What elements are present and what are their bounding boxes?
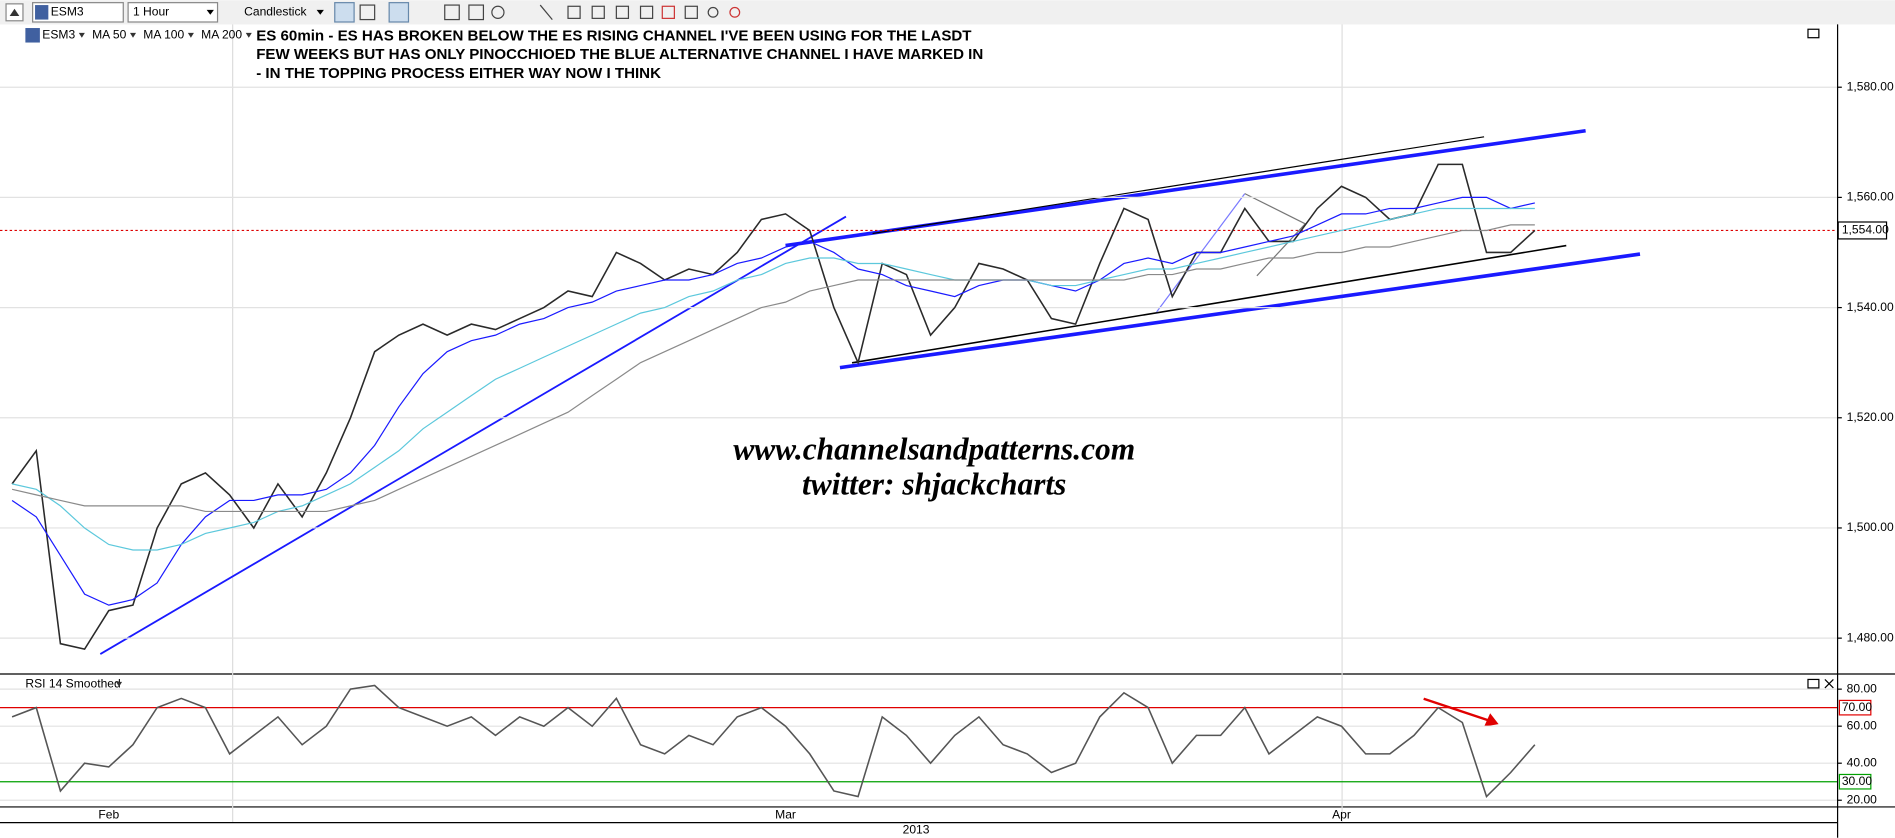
symbol-badge: [25, 28, 40, 43]
y-tick-label: 80.00: [1847, 681, 1878, 695]
watermark: www.channelsandpatterns.com: [733, 431, 1135, 466]
series-line: [11, 163, 1536, 650]
y-tick-label: 1,560.00: [1847, 190, 1894, 204]
trendlines: [99, 128, 1641, 727]
reference-label: 30.00: [1842, 774, 1873, 788]
dropdown-arrow: [206, 9, 214, 15]
y-tick-label: 1,540.00: [1847, 300, 1894, 314]
x-axis-label: 2013: [903, 823, 930, 837]
x-tick-label: Apr: [1332, 808, 1351, 822]
interval-text: 1 Hour: [133, 5, 169, 19]
series-line: [11, 224, 1535, 513]
interval-select[interactable]: [127, 2, 219, 23]
collapse-icon: [9, 8, 20, 16]
style-text: Candlestick: [244, 5, 307, 19]
reference-label-box: [1838, 773, 1872, 790]
legend-entry: MA 50: [92, 27, 127, 41]
series-line: [11, 207, 1535, 551]
series-line: [11, 196, 1535, 606]
pane-title: RSI 14 Smoothed: [25, 676, 120, 690]
style-select[interactable]: [224, 2, 328, 22]
y-tick-label: 1,500.00: [1847, 520, 1894, 534]
y-tick-label: 1,480.00: [1847, 630, 1894, 644]
y-tick-label: 1,580.00: [1847, 79, 1894, 93]
legend-dropdown: [129, 32, 137, 38]
symbol-input[interactable]: [32, 2, 124, 23]
close-button[interactable]: [1824, 679, 1834, 689]
legend-dropdown: [245, 32, 252, 38]
tool-icons[interactable]: [334, 2, 741, 23]
maximize-button[interactable]: [1807, 678, 1820, 689]
y-tick-label: 1,520.00: [1847, 410, 1894, 424]
y-tick-label: 20.00: [1847, 792, 1878, 806]
legend-entry: MA 200: [201, 27, 242, 41]
price-label: 1,554.00: [1842, 223, 1889, 237]
y-tick-label: 60.00: [1847, 718, 1878, 732]
reference-label: 70.00: [1842, 700, 1873, 714]
dropdown-arrow: [116, 681, 123, 687]
y-tick-label: 40.00: [1847, 755, 1878, 769]
watermark: twitter: shjackcharts: [802, 466, 1066, 501]
legend-dropdown: [187, 32, 194, 38]
symbol-icon: [35, 5, 49, 20]
maximize-button[interactable]: [1807, 28, 1820, 39]
legend-dropdown: [78, 32, 85, 38]
x-tick-label: Feb: [98, 808, 119, 822]
series-line: [11, 684, 1536, 799]
x-tick-label: Mar: [775, 808, 796, 822]
symbol-text: ESM3: [51, 5, 84, 19]
annotation-text: FEW WEEKS BUT HAS ONLY PINOCCHIOED THE B…: [256, 46, 983, 63]
reference-label-box: [1838, 699, 1872, 716]
annotation-text: ES 60min - ES HAS BROKEN BELOW THE ES RI…: [256, 27, 972, 44]
price-label-box: [1837, 221, 1888, 240]
legend-entry: ESM3: [42, 27, 75, 41]
annotation-text: - IN THE TOPPING PROCESS EITHER WAY NOW …: [256, 65, 661, 82]
dropdown-arrow: [316, 9, 324, 15]
legend-entry: MA 100: [143, 27, 184, 41]
